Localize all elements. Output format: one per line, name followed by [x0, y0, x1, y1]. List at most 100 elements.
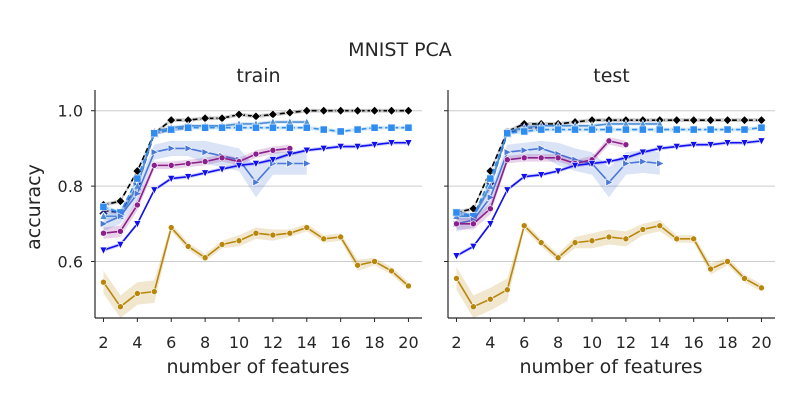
x-tick-label: 12 [616, 333, 636, 352]
y-tick-label: 0.6 [58, 252, 83, 271]
data-point-gold-dot [656, 222, 664, 229]
data-point-blue-triangle-down [672, 143, 681, 152]
data-point-gold-dot [537, 239, 545, 246]
data-point-blue-triangle-down [268, 156, 277, 165]
data-point-blue-triangle-down [723, 139, 732, 148]
data-point-blue-square [370, 123, 379, 132]
series-black-diamond [98, 105, 414, 210]
data-point-gold-dot [100, 278, 107, 286]
data-point-steelblue-triangle-right [252, 178, 261, 187]
y-tick-label: 1.0 [58, 102, 83, 121]
data-point-gold-dot [605, 233, 613, 241]
data-point-gold-dot [758, 284, 765, 292]
data-point-blue-square [336, 127, 345, 136]
series-blue-triangle-down [452, 137, 766, 261]
data-point-steelblue-triangle-right [167, 144, 177, 153]
data-point-blue-square [503, 129, 512, 138]
data-point-purple-dot [520, 154, 528, 162]
data-point-blue-triangle-down [336, 143, 345, 152]
data-point-blue-square [99, 202, 108, 211]
data-point-purple-dot [151, 162, 158, 169]
chart-suptitle: MNIST PCA [348, 39, 452, 61]
data-point-steelblue-triangle-right [639, 157, 648, 166]
data-point-black-diamond [352, 105, 363, 116]
data-point-blue-square [184, 123, 193, 132]
data-point-black-diamond [301, 105, 312, 116]
data-point-blue-triangle-down [740, 139, 749, 148]
data-point-purple-dot [252, 150, 260, 158]
data-point-steelblue-triangle-right [184, 144, 193, 153]
data-point-blue-square [133, 174, 142, 183]
data-point-gold-dot [117, 303, 124, 310]
data-point-gold-dot [724, 258, 731, 265]
data-point-blue-square [605, 125, 613, 134]
data-point-blue-triangle-down [706, 141, 715, 150]
data-point-gold-dot [303, 224, 311, 231]
data-point-purple-dot [218, 154, 226, 162]
data-point-gold-dot [151, 288, 158, 295]
data-point-gold-dot [371, 258, 378, 265]
data-point-purple-dot [167, 162, 175, 169]
data-point-gold-dot [235, 237, 243, 245]
data-point-gold-dot [673, 235, 681, 243]
confidence-band-gold-dot [103, 223, 409, 318]
x-tick-label: 2 [98, 333, 108, 352]
data-point-blue-triangle-down [520, 173, 529, 182]
data-point-purple-dot [504, 156, 511, 164]
data-point-blue-triangle-down [570, 161, 580, 171]
data-point-blue-triangle-down [503, 186, 512, 195]
data-point-gold-dot [622, 235, 630, 243]
data-point-blue-square [706, 125, 715, 134]
data-point-blue-triangle-down [757, 137, 766, 146]
data-point-blue-triangle-down [638, 148, 647, 157]
data-point-blue-triangle-down [537, 171, 546, 180]
data-point-black-diamond [285, 107, 295, 118]
data-point-blue-triangle-down [217, 165, 227, 174]
data-point-blue-triangle-down [655, 145, 664, 154]
panel-title-test: test [593, 65, 630, 87]
data-point-blue-triangle-down [486, 220, 495, 229]
series-gold-dot [100, 223, 412, 318]
data-point-blue-triangle-down [689, 141, 698, 150]
series-blue-square [452, 123, 766, 221]
data-point-blue-square [638, 125, 647, 134]
data-point-steelblue-triangle-right [486, 193, 496, 202]
data-point-gold-dot [354, 261, 361, 269]
data-point-purple-dot [487, 205, 494, 213]
data-point-black-diamond [756, 115, 767, 125]
data-point-blue-square [319, 125, 328, 134]
data-point-gold-dot [571, 239, 579, 246]
data-point-steelblue-triangle-right [100, 219, 109, 228]
data-point-black-diamond [688, 115, 699, 125]
data-point-blue-triangle-down [387, 139, 396, 148]
data-point-black-diamond [115, 196, 126, 206]
x-tick-label: 18 [364, 333, 384, 352]
data-point-gold-dot [554, 254, 562, 262]
data-point-blue-square [353, 125, 362, 134]
data-point-steelblue-triangle-right [303, 159, 312, 168]
data-point-gold-dot [487, 295, 494, 303]
x-tick-label: 4 [132, 333, 142, 352]
data-point-gold-dot [707, 265, 714, 273]
data-point-gold-dot [504, 286, 511, 294]
data-point-blue-square [452, 208, 461, 217]
data-point-black-diamond [671, 115, 682, 125]
x-tick-label: 18 [717, 333, 737, 352]
data-point-gold-dot [167, 224, 175, 231]
data-point-blue-square [537, 125, 546, 134]
data-point-steelblue-triangle-right [520, 146, 530, 155]
y-tick-label: 0.8 [58, 177, 83, 196]
series-blue-square [99, 123, 413, 217]
data-point-blue-triangle-down [604, 158, 614, 167]
data-point-purple-dot [453, 220, 460, 228]
x-tick-label: 6 [519, 333, 529, 352]
data-point-gold-dot [405, 282, 412, 290]
data-point-blue-triangle-down [184, 173, 193, 182]
data-point-black-diamond [335, 105, 346, 116]
data-point-gold-dot [690, 235, 697, 243]
data-point-blue-square [269, 123, 277, 132]
data-point-blue-square [252, 123, 260, 132]
series-blue-triangle-down [99, 139, 413, 255]
